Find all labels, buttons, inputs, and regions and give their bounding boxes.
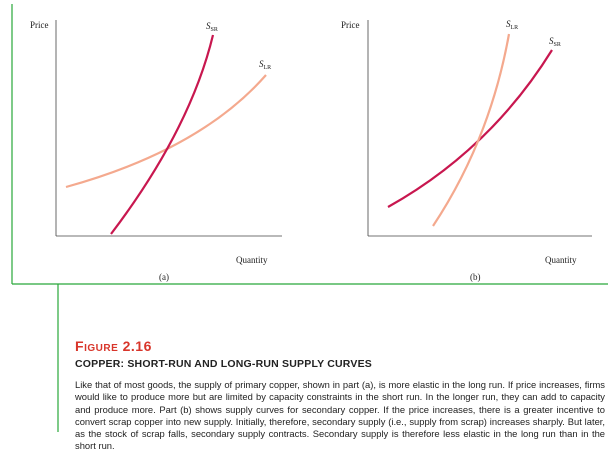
panel-b-sr-curve-label: SSR xyxy=(549,36,561,48)
figure-word-rest: IGURE xyxy=(84,343,119,354)
figure-number-label: FIGURE 2.16 xyxy=(75,338,605,357)
panel-a-y-axis-label: Price xyxy=(30,20,49,30)
panel-a-label: (a) xyxy=(159,272,169,282)
panel-a-x-axis-label: Quantity xyxy=(236,255,268,265)
panel-a-sr-curve-label: SSR xyxy=(206,21,218,33)
panel-b-x-axis-label: Quantity xyxy=(545,255,577,265)
figure-word-initial: F xyxy=(75,338,85,354)
panel-b-label: (b) xyxy=(470,272,481,282)
panel-b-long-run-supply-curve xyxy=(432,33,511,227)
panel-a-short-run-supply-curve xyxy=(110,34,215,235)
figure-description: Like that of most goods, the supply of p… xyxy=(75,379,605,452)
figure-number: 2.16 xyxy=(122,338,152,354)
figure-title: COPPER: SHORT-RUN AND LONG-RUN SUPPLY CU… xyxy=(75,358,373,370)
panel-a: Price Quantity (a) SSR SLR xyxy=(30,20,282,282)
panel-a-long-run-supply-curve xyxy=(65,74,267,189)
panel-b-short-run-supply-curve xyxy=(387,49,553,208)
figure-caption: FIGURE 2.16 COPPER: SHORT-RUN AND LONG-R… xyxy=(75,338,605,453)
panel-b-lr-curve-label: SLR xyxy=(506,19,518,31)
panel-b-y-axis-label: Price xyxy=(341,20,360,30)
panel-a-lr-curve-label: SLR xyxy=(259,59,271,71)
panel-b: Price Quantity (b) SLR SSR xyxy=(341,19,592,282)
